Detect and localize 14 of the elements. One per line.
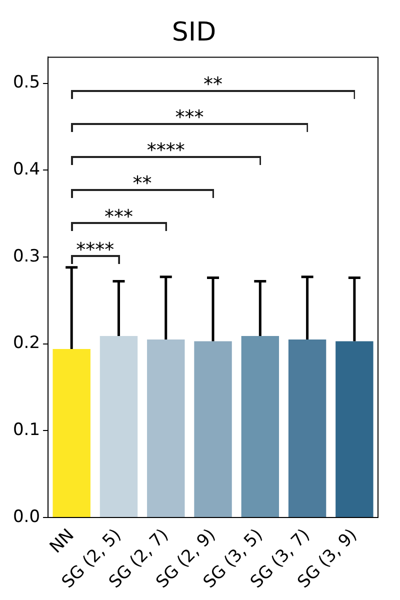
y-tick-label: 0.3 <box>12 246 40 266</box>
annotation: *** <box>175 106 204 129</box>
annotation: *** <box>104 206 133 228</box>
y-tick-label: 0.0 <box>12 506 40 527</box>
annotation: ** <box>132 172 152 195</box>
y-tick-label: 0.2 <box>12 333 40 354</box>
y-tick-label: 0.1 <box>12 420 40 440</box>
annotation: **** <box>76 238 114 261</box>
annotation: **** <box>146 140 185 162</box>
y-tick-label: 0.4 <box>12 160 40 180</box>
y-tick-label: 0.5 <box>12 72 40 93</box>
x-tick-label: NN <box>46 525 78 558</box>
annotation: ** <box>204 74 223 96</box>
chart-title: SID <box>172 17 216 48</box>
